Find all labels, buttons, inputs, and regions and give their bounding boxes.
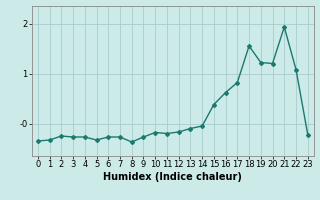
X-axis label: Humidex (Indice chaleur): Humidex (Indice chaleur) bbox=[103, 172, 242, 182]
